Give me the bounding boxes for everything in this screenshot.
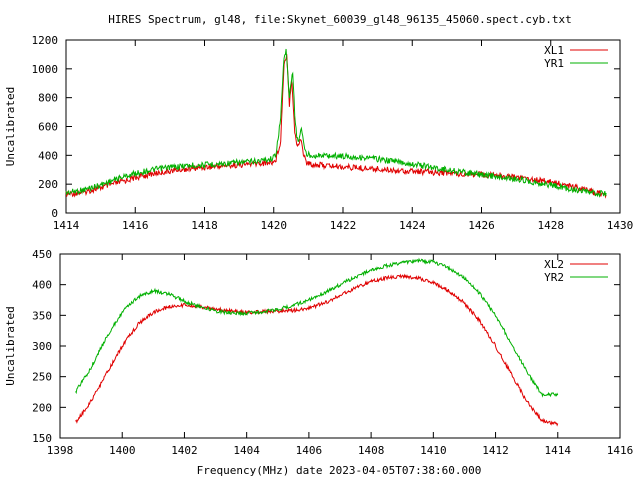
y-tick-label: 200 <box>38 178 58 191</box>
legend-label: XL2 <box>544 258 564 271</box>
legend-label: XL1 <box>544 44 564 57</box>
series-line-xl2 <box>75 273 559 427</box>
series-line-yr1 <box>65 48 607 198</box>
x-tick-label: 1414 <box>53 219 80 232</box>
x-axis-label: Frequency(MHz) date 2023-04-05T07:38:60.… <box>197 464 482 477</box>
series-line-yr2 <box>75 257 559 398</box>
x-tick-label: 1418 <box>191 219 218 232</box>
y-tick-label: 800 <box>38 92 58 105</box>
chart-title: HIRES Spectrum, gl48, file:Skynet_60039_… <box>108 13 572 26</box>
legend-label: YR1 <box>544 57 564 70</box>
y-tick-label: 350 <box>32 309 52 322</box>
x-tick-label: 1426 <box>468 219 495 232</box>
x-tick-label: 1416 <box>122 219 149 232</box>
y-axis-label: Uncalibrated <box>4 87 17 166</box>
series-line-xl1 <box>65 54 607 199</box>
y-tick-label: 0 <box>51 207 58 220</box>
x-tick-label: 1416 <box>607 444 634 457</box>
legend-label: YR2 <box>544 271 564 284</box>
x-tick-label: 1400 <box>109 444 136 457</box>
x-tick-label: 1410 <box>420 444 447 457</box>
y-tick-label: 1200 <box>32 34 59 47</box>
x-tick-label: 1402 <box>171 444 198 457</box>
y-tick-label: 600 <box>38 121 58 134</box>
x-tick-label: 1430 <box>607 219 634 232</box>
x-tick-label: 1424 <box>399 219 426 232</box>
x-tick-label: 1404 <box>233 444 260 457</box>
y-tick-label: 1000 <box>32 63 59 76</box>
x-tick-label: 1414 <box>545 444 572 457</box>
y-tick-label: 400 <box>38 149 58 162</box>
x-tick-label: 1398 <box>47 444 74 457</box>
y-tick-label: 200 <box>32 401 52 414</box>
bottom-panel: 1398 1400 1402 1404 1406 1408 1410 1412 1414 1416… <box>4 248 633 457</box>
plot-frame <box>59 253 621 439</box>
y-tick-label: 300 <box>32 340 52 353</box>
x-tick-label: 1420 <box>261 219 288 232</box>
y-tick-label: 150 <box>32 432 52 445</box>
plot-frame <box>65 39 621 214</box>
y-tick-label: 250 <box>32 371 52 384</box>
x-tick-label: 1408 <box>358 444 385 457</box>
y-axis-label: Uncalibrated <box>4 306 17 385</box>
x-tick-label: 1422 <box>330 219 357 232</box>
y-tick-label: 450 <box>32 248 52 261</box>
x-tick-label: 1428 <box>538 219 565 232</box>
x-tick-label: 1412 <box>482 444 509 457</box>
top-panel: 1414 1416 1418 1420 1422 1424 1426 1428 1430 0 200… <box>4 34 633 232</box>
y-tick-label: 400 <box>32 279 52 292</box>
x-tick-label: 1406 <box>296 444 323 457</box>
